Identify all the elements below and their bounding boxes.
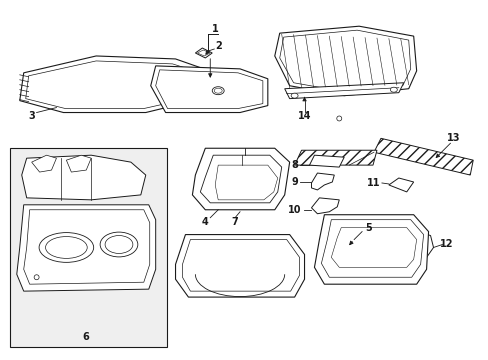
Text: 1: 1 <box>211 24 218 34</box>
Polygon shape <box>17 205 155 291</box>
Polygon shape <box>314 215 427 284</box>
Text: 4: 4 <box>202 217 208 227</box>
Polygon shape <box>20 56 215 113</box>
Polygon shape <box>311 173 334 190</box>
Ellipse shape <box>105 235 133 253</box>
Ellipse shape <box>290 93 298 98</box>
Text: 11: 11 <box>366 178 380 188</box>
Text: 8: 8 <box>290 160 298 170</box>
Polygon shape <box>373 138 472 175</box>
Polygon shape <box>197 50 210 56</box>
Polygon shape <box>331 228 416 267</box>
Text: 13: 13 <box>446 133 459 143</box>
Polygon shape <box>182 239 299 291</box>
Polygon shape <box>192 148 289 210</box>
Polygon shape <box>284 83 403 99</box>
Text: 10: 10 <box>287 205 301 215</box>
Polygon shape <box>24 210 149 284</box>
Polygon shape <box>150 66 267 113</box>
Polygon shape <box>311 198 339 214</box>
Polygon shape <box>200 155 281 203</box>
Polygon shape <box>32 155 56 172</box>
Text: 7: 7 <box>231 217 238 227</box>
Text: 6: 6 <box>82 332 89 342</box>
Polygon shape <box>309 155 344 167</box>
Bar <box>10 148 166 347</box>
Ellipse shape <box>39 233 94 262</box>
Polygon shape <box>66 155 91 172</box>
Polygon shape <box>413 231 433 257</box>
Polygon shape <box>294 150 376 165</box>
Text: 5: 5 <box>365 222 372 233</box>
Polygon shape <box>215 165 277 200</box>
Polygon shape <box>274 26 416 96</box>
Polygon shape <box>21 155 145 200</box>
Ellipse shape <box>34 275 39 280</box>
Ellipse shape <box>100 232 138 257</box>
Ellipse shape <box>389 87 396 92</box>
Ellipse shape <box>214 88 222 93</box>
Polygon shape <box>195 48 212 58</box>
Polygon shape <box>321 220 423 277</box>
Ellipse shape <box>45 237 87 258</box>
Text: 2: 2 <box>214 41 221 51</box>
Text: 3: 3 <box>28 111 35 121</box>
Polygon shape <box>388 178 413 192</box>
Text: 9: 9 <box>291 177 297 187</box>
Polygon shape <box>26 61 210 109</box>
Text: 14: 14 <box>297 112 311 121</box>
Polygon shape <box>175 235 304 297</box>
Polygon shape <box>155 70 263 109</box>
Ellipse shape <box>336 116 341 121</box>
Ellipse shape <box>212 87 224 95</box>
Polygon shape <box>279 30 410 92</box>
Text: 12: 12 <box>439 239 452 249</box>
